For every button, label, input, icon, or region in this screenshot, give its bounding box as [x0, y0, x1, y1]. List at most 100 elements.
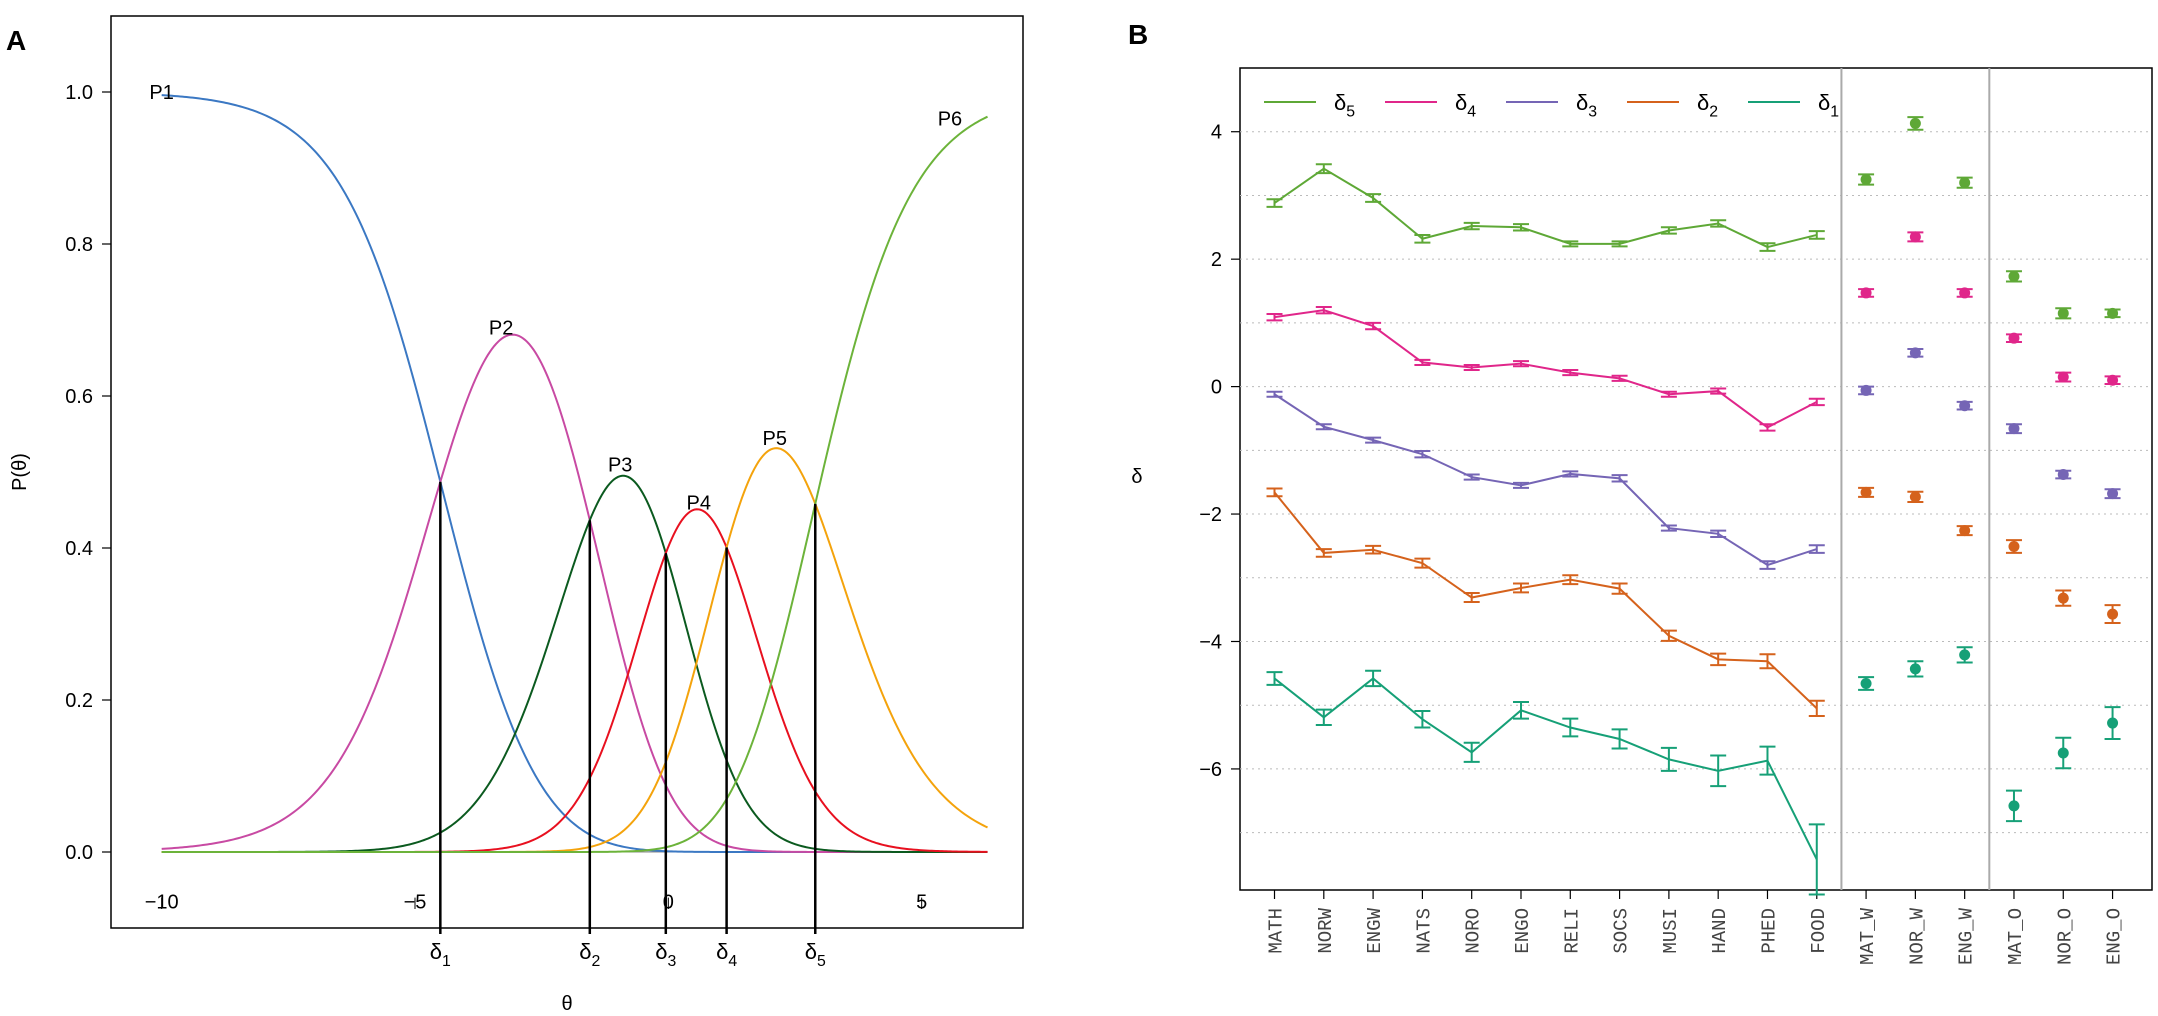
curve-label-p3: P3: [608, 454, 632, 476]
data-point-delta2: [2008, 541, 2020, 553]
y-tick-label: 1.0: [65, 82, 93, 104]
error-bar-delta3: [1463, 473, 1480, 481]
y-axis-label: δ: [1131, 466, 1142, 488]
series-line-delta4: [1274, 309, 1818, 429]
error-bar-delta5: [1710, 219, 1727, 228]
legend-label: δ2: [1697, 90, 1718, 121]
error-bar-delta3: [1759, 560, 1776, 570]
curve-label-p1: P1: [149, 82, 173, 104]
y-tick-label: 0.2: [65, 690, 93, 712]
y-tick-label: 0.4: [65, 538, 93, 560]
data-point-delta2: [2107, 608, 2119, 620]
panel-a-letter: A: [6, 25, 26, 56]
data-point-delta1: [1909, 663, 1921, 675]
error-bar-delta3: [1266, 390, 1283, 398]
error-bar-delta3: [1365, 436, 1382, 444]
x-tick-label: SOCS: [1611, 908, 1633, 954]
error-bar-delta4: [1414, 358, 1431, 366]
error-bar-delta1: [1710, 754, 1727, 788]
data-point-delta4: [1860, 287, 1872, 299]
error-bar-delta5: [1512, 223, 1529, 232]
data-point-delta1: [2107, 717, 2119, 729]
error-bar-delta5: [1266, 198, 1283, 208]
error-bar-delta2: [1710, 652, 1727, 667]
data-point-delta3: [2107, 488, 2119, 500]
error-bar-delta2: [1512, 582, 1529, 594]
threshold-label-4: δ4: [716, 939, 737, 970]
error-bar-delta2: [1611, 582, 1628, 595]
x-tick-label: NORW: [1315, 907, 1337, 953]
curve-p1: [161, 94, 988, 853]
x-tick-label: 0: [663, 891, 674, 913]
x-tick-label: NOR_O: [2054, 908, 2076, 965]
error-bar-delta4: [1463, 363, 1480, 372]
data-point-delta3: [2008, 423, 2020, 435]
x-tick-label: ENGW: [1364, 907, 1386, 953]
error-bar-delta1: [1759, 745, 1776, 776]
error-bar-delta1: [1266, 671, 1283, 686]
error-bar-delta1: [1562, 717, 1579, 738]
x-tick-label: ENGO: [1512, 908, 1534, 954]
plot-frame: [110, 15, 1024, 929]
data-point-delta1: [2057, 747, 2069, 759]
data-point-delta4: [1959, 287, 1971, 299]
curve-p2: [161, 333, 988, 853]
error-bar-delta2: [1414, 557, 1431, 569]
error-bar-delta1: [1512, 701, 1529, 720]
data-point-delta5: [2107, 307, 2119, 319]
error-bar-delta2: [1266, 487, 1283, 498]
x-tick-label: MAT_O: [2005, 908, 2027, 965]
error-bar-delta5: [1463, 221, 1480, 231]
x-tick-label: FOOD: [1808, 908, 1830, 954]
error-bar-delta4: [1315, 305, 1332, 315]
data-point-delta2: [2057, 592, 2069, 604]
curve-label-p5: P5: [762, 428, 786, 450]
x-tick-label: ENG_W: [1956, 907, 1978, 965]
error-bar-delta2: [1315, 548, 1332, 558]
error-bar-delta1: [1315, 708, 1332, 726]
x-tick-label: RELI: [1561, 908, 1583, 954]
error-bar-delta3: [1611, 474, 1628, 483]
error-bar-delta3: [1512, 481, 1529, 489]
error-bar-delta5: [1315, 163, 1332, 175]
error-bar-delta1: [1365, 669, 1382, 688]
legend-label: δ4: [1455, 90, 1476, 121]
x-tick-label: MATH: [1266, 908, 1288, 954]
error-bar-delta5: [1562, 240, 1579, 248]
panel-b-letter: B: [1128, 19, 1148, 50]
x-tick-label: NORO: [1463, 908, 1485, 954]
error-bar-delta5: [1660, 226, 1677, 235]
threshold-label-3: δ3: [655, 939, 676, 970]
error-bar-delta3: [1315, 423, 1332, 431]
y-axis-label: P(θ): [9, 453, 31, 491]
x-tick-label: HAND: [1709, 908, 1731, 954]
x-tick-label: PHED: [1758, 908, 1780, 954]
error-bar-delta2: [1660, 629, 1677, 642]
data-point-delta1: [2008, 800, 2020, 812]
curve-p3: [161, 474, 988, 853]
y-tick-label: 0: [1211, 377, 1222, 399]
error-bar-delta3: [1808, 544, 1825, 554]
curve-p6: [161, 115, 988, 853]
x-tick-label: MUSI: [1660, 908, 1682, 954]
data-point-delta1: [1959, 649, 1971, 661]
y-tick-label: 0.6: [65, 386, 93, 408]
curve-label-p2: P2: [489, 318, 513, 340]
data-point-delta3: [1860, 384, 1872, 396]
curve-label-p6: P6: [938, 109, 962, 131]
error-bar-delta4: [1562, 369, 1579, 377]
data-point-delta3: [1909, 347, 1921, 359]
data-point-delta2: [1909, 491, 1921, 503]
x-tick-label: ENG_O: [2104, 908, 2126, 965]
data-point-delta3: [1959, 400, 1971, 412]
x-tick-label: −10: [145, 891, 179, 913]
error-bar-delta3: [1562, 470, 1579, 478]
threshold-label-2: δ2: [579, 939, 600, 970]
error-bar-delta1: [1414, 709, 1431, 729]
data-point-delta5: [2008, 270, 2020, 282]
data-point-delta5: [1860, 174, 1872, 186]
error-bar-delta3: [1710, 529, 1727, 538]
error-bar-delta4: [1611, 374, 1628, 382]
data-point-delta4: [2008, 332, 2020, 344]
